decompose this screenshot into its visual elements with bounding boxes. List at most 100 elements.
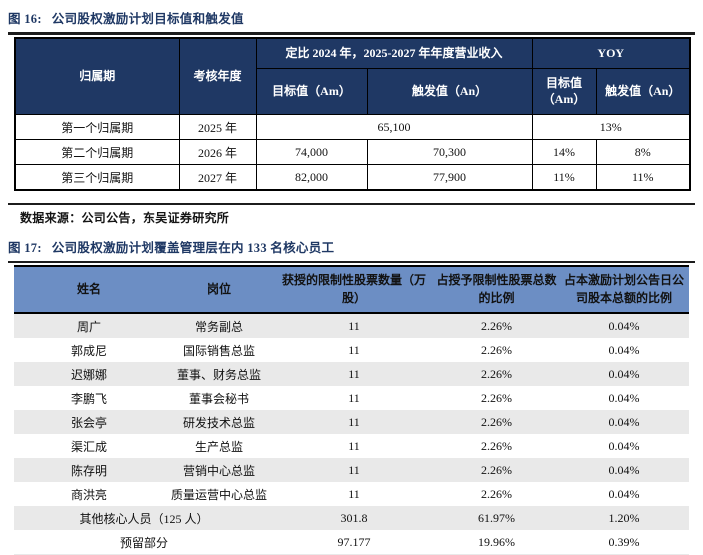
data-source-note: 数据来源：公司公告，东吴证券研究所 xyxy=(20,210,230,225)
table-cell: 0.04% xyxy=(608,486,640,501)
table-cell: 1.20% xyxy=(608,510,640,525)
table-cell: 0.04% xyxy=(608,366,640,381)
table-cell: 74,000 xyxy=(255,139,368,166)
title-rule xyxy=(8,32,695,35)
table-cell: 常务副总 xyxy=(194,319,243,334)
table-cell: 0.39% xyxy=(608,534,640,549)
table-cell: 2.26% xyxy=(481,342,512,357)
table-cell: 0.04% xyxy=(608,438,640,453)
table-cell: 郭成尼 xyxy=(70,343,107,358)
column-header-period: 归属期 xyxy=(14,36,180,116)
table-cell: 61.97% xyxy=(478,510,515,525)
table-row: 周广 常务副总 11 2.26% 0.04% xyxy=(14,313,689,339)
table-cell: 0.04% xyxy=(608,462,640,477)
table-row: 郭成尼 国际销售总监 11 2.26% 0.04% xyxy=(14,338,689,362)
table-cell: 13% xyxy=(531,114,691,141)
column-header-pct-of-capital: 占本激励计划公告日公司股本总额的比例 xyxy=(559,266,689,315)
table-cell: 2.26% xyxy=(481,318,512,333)
table-row: 迟娜娜 董事、财务总监 11 2.26% 0.04% xyxy=(14,362,689,387)
table-cell: 2027 年 xyxy=(178,164,257,191)
column-header-yoy-target: 目标值（Am） xyxy=(531,68,597,116)
figure-16-title: 图 16: 公司股权激励计划目标值和触发值 xyxy=(8,5,695,32)
table-cell: 周广 xyxy=(76,319,101,334)
table-cell: 19.96% xyxy=(478,534,515,549)
table-row: 陈存明 营销中心总监 11 2.26% 0.04% xyxy=(14,458,689,483)
table-cell: 董事会秘书 xyxy=(188,391,249,406)
table-cell: 97.177 xyxy=(337,534,371,549)
table-row: 第三个归属期 2027 年 82,000 77,900 11% 11% xyxy=(14,164,691,191)
table-cell: 第一个归属期 xyxy=(14,114,180,141)
table-row: 预留部分 97.177 19.96% 0.39% xyxy=(14,530,689,554)
table-cell: 商洪亮 xyxy=(70,487,107,502)
table-cell: 0.04% xyxy=(608,318,640,333)
table-header-row: 归属期 考核年度 定比 2024 年，2025-2027 年年度营业收入 YOY xyxy=(14,36,691,116)
table-cell: 2.26% xyxy=(481,414,512,429)
column-header-year: 考核年度 xyxy=(178,36,257,116)
table-cell: 11 xyxy=(348,366,360,381)
table-cell: 2.26% xyxy=(481,366,512,381)
column-header-yoy-group: YOY xyxy=(531,36,691,70)
table-cell: 2.26% xyxy=(481,390,512,405)
table-cell: 研发技术总监 xyxy=(182,415,255,430)
table-row: 张会亭 研发技术总监 11 2.26% 0.04% xyxy=(14,410,689,435)
column-header-target: 目标值（Am） xyxy=(255,68,368,116)
column-header-trigger: 触发值（An） xyxy=(366,68,533,116)
table-cell: 11 xyxy=(348,438,360,453)
column-header-shares-granted: 获授的限制性股票数量（万股） xyxy=(274,266,434,315)
table-row: 第一个归属期 2025 年 65,100 13% xyxy=(14,114,691,141)
table-cell: 11 xyxy=(348,486,360,501)
table-cell: 陈存明 xyxy=(70,463,107,478)
figure-17-label: 图 17: xyxy=(8,240,42,255)
table-cell: 董事、财务总监 xyxy=(176,367,261,382)
source-rule xyxy=(8,202,695,205)
table-row: 李鹏飞 董事会秘书 11 2.26% 0.04% xyxy=(14,386,689,410)
table-header-row: 姓名 岗位 获授的限制性股票数量（万股） 占授予限制性股票总数的比例 占本激励计… xyxy=(14,266,689,315)
table-cell: 11 xyxy=(348,462,360,477)
table-cell: 0.04% xyxy=(608,414,640,429)
table-cell: 14% xyxy=(531,139,597,166)
column-header-position: 岗位 xyxy=(164,266,274,315)
table-row: 商洪亮 质量运营中心总监 11 2.26% 0.04% xyxy=(14,482,689,506)
table-row: 其他核心人员（125 人） 301.8 61.97% 1.20% xyxy=(14,506,689,531)
table-subheader-row: 目标值（Am） 触发值（An） 目标值（Am） 触发值（An） xyxy=(15,68,691,116)
column-header-pct-of-total-granted: 占授予限制性股票总数的比例 xyxy=(434,266,559,315)
table-cell: 国际销售总监 xyxy=(182,343,255,358)
table-cell: 8% xyxy=(595,139,691,166)
table-cell: 0.04% xyxy=(608,342,640,357)
incentive-target-table: 归属期 考核年度 定比 2024 年，2025-2027 年年度营业收入 YOY… xyxy=(14,36,692,191)
incentive-coverage-table: 姓名 岗位 获授的限制性股票数量（万股） 占授予限制性股票总数的比例 占本激励计… xyxy=(14,265,689,555)
table-cell: 迟娜娜 xyxy=(70,367,107,382)
figure-16-title-text: 公司股权激励计划目标值和触发值 xyxy=(51,12,244,26)
table-cell: 质量运营中心总监 xyxy=(170,487,267,502)
table-cell: 2026 年 xyxy=(178,139,257,166)
figure-17-title-text: 公司股权激励计划覆盖管理层在内 133 名核心员工 xyxy=(51,240,335,255)
table-cell: 11 xyxy=(348,414,360,429)
table-cell: 2025 年 xyxy=(178,114,257,141)
table-cell: 张会亭 xyxy=(70,415,107,430)
table-cell: 2.26% xyxy=(481,462,512,477)
figure-17-title: 图 17: 公司股权激励计划覆盖管理层在内 133 名核心员工 xyxy=(8,234,695,261)
table-cell: 生产总监 xyxy=(194,439,243,454)
table-cell: 渠汇成 xyxy=(70,439,107,454)
figure-17: 图 17: 公司股权激励计划覆盖管理层在内 133 名核心员工 姓名 岗位 获授的… xyxy=(8,234,695,555)
table-cell: 0.04% xyxy=(608,390,640,405)
table-cell: 11 xyxy=(348,390,360,405)
table-cell: 营销中心总监 xyxy=(182,463,255,478)
table-cell: 77,900 xyxy=(366,164,533,191)
table-cell: 65,100 xyxy=(255,114,533,141)
table-cell: 301.8 xyxy=(340,510,368,525)
title-rule xyxy=(8,260,695,264)
figure-16: 图 16: 公司股权激励计划目标值和触发值 归属期 考核年度 定比 2024 年，… xyxy=(8,5,695,229)
column-header-revenue-group: 定比 2024 年，2025-2027 年年度营业收入 xyxy=(255,36,533,70)
column-header-yoy-trigger: 触发值（An） xyxy=(595,68,691,116)
column-header-name: 姓名 xyxy=(14,266,164,315)
table-cell: 2.26% xyxy=(481,486,512,501)
table-row: 渠汇成 生产总监 11 2.26% 0.04% xyxy=(14,434,689,458)
table-cell: 11 xyxy=(348,342,360,357)
table-cell: 11% xyxy=(531,164,597,191)
table-cell: 第三个归属期 xyxy=(14,164,180,191)
table-cell: 李鹏飞 xyxy=(70,391,107,406)
table-cell: 第二个归属期 xyxy=(14,139,180,166)
figure-16-label: 图 16: xyxy=(8,12,42,26)
